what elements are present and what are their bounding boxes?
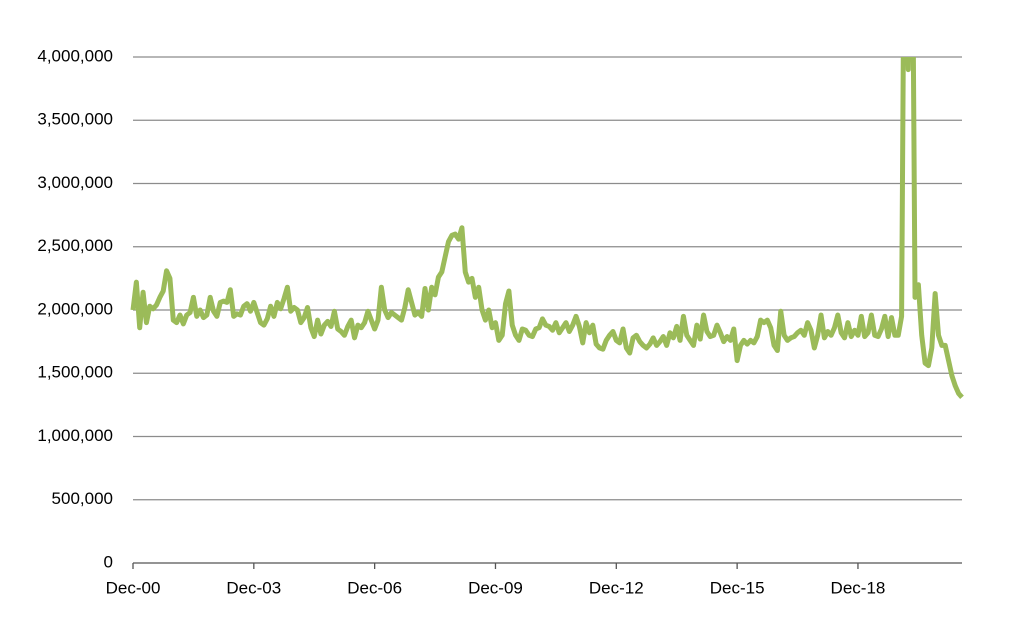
x-tick-label: Dec-09 — [468, 578, 523, 597]
x-tick-label: Dec-12 — [589, 578, 644, 597]
y-tick-label: 2,000,000 — [37, 299, 113, 318]
y-tick-label: 3,000,000 — [37, 173, 113, 192]
x-tick-label: Dec-06 — [347, 578, 402, 597]
y-tick-label: 3,500,000 — [37, 110, 113, 129]
data-line — [130, 57, 964, 399]
x-tick-label: Dec-00 — [106, 578, 161, 597]
x-tick-label: Dec-18 — [831, 578, 886, 597]
y-tick-label: 0 — [104, 552, 113, 571]
y-tick-label: 1,500,000 — [37, 363, 113, 382]
y-tick-label: 2,500,000 — [37, 236, 113, 255]
y-tick-label: 4,000,000 — [37, 46, 113, 65]
y-tick-label: 1,000,000 — [37, 426, 113, 445]
x-tick-label: Dec-03 — [226, 578, 281, 597]
x-tick-label: Dec-15 — [710, 578, 765, 597]
y-tick-label: 500,000 — [52, 489, 113, 508]
